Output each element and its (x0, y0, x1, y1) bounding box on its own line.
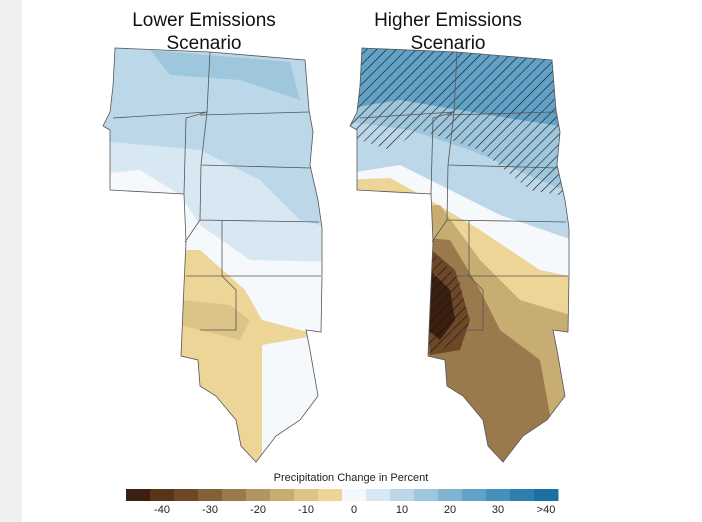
legend-swatch (222, 489, 247, 501)
legend-swatch (198, 489, 223, 501)
legend-tick-label: 20 (443, 504, 457, 516)
title-line: Higher Emissions (374, 10, 522, 31)
legend-swatch (462, 489, 487, 501)
legend-swatch (150, 489, 175, 501)
legend-swatch (294, 489, 319, 501)
legend-swatch (246, 489, 271, 501)
legend-swatch (534, 489, 559, 501)
higher-emissions-title: Higher Emissions Scenario (338, 9, 558, 55)
legend-swatch (390, 489, 415, 501)
title-line: Lower Emissions (132, 10, 276, 31)
legend-swatch (486, 489, 511, 501)
higher-emissions-map (350, 48, 569, 462)
legend-tick-label: -20 (250, 504, 266, 516)
legend-tick-label: -40 (154, 504, 170, 516)
legend-swatch (174, 489, 199, 501)
state-borders (102, 47, 570, 463)
legend-tick-label: 30 (491, 504, 505, 516)
legend-tick-label: -10 (298, 504, 314, 516)
legend-swatch (126, 489, 151, 501)
legend-tick-label: 0 (350, 504, 358, 516)
title-line: Scenario (410, 33, 486, 54)
legend-swatch (438, 489, 463, 501)
legend-swatch (270, 489, 295, 501)
title-line: Scenario (166, 33, 242, 54)
legend-swatch (342, 489, 367, 501)
legend-swatch (510, 489, 535, 501)
legend-swatch (414, 489, 439, 501)
legend-title: Precipitation Change in Percent (273, 472, 429, 484)
legend-swatch (366, 489, 391, 501)
legend-tick-label: >40 (536, 504, 556, 516)
legend-swatch (318, 489, 343, 501)
legend-tick-label: -30 (202, 504, 218, 516)
legend-tick-label: 10 (395, 504, 409, 516)
legend-color-bar (126, 489, 559, 501)
lower-emissions-map (103, 48, 322, 462)
lower-emissions-title: Lower Emissions Scenario (94, 9, 314, 55)
